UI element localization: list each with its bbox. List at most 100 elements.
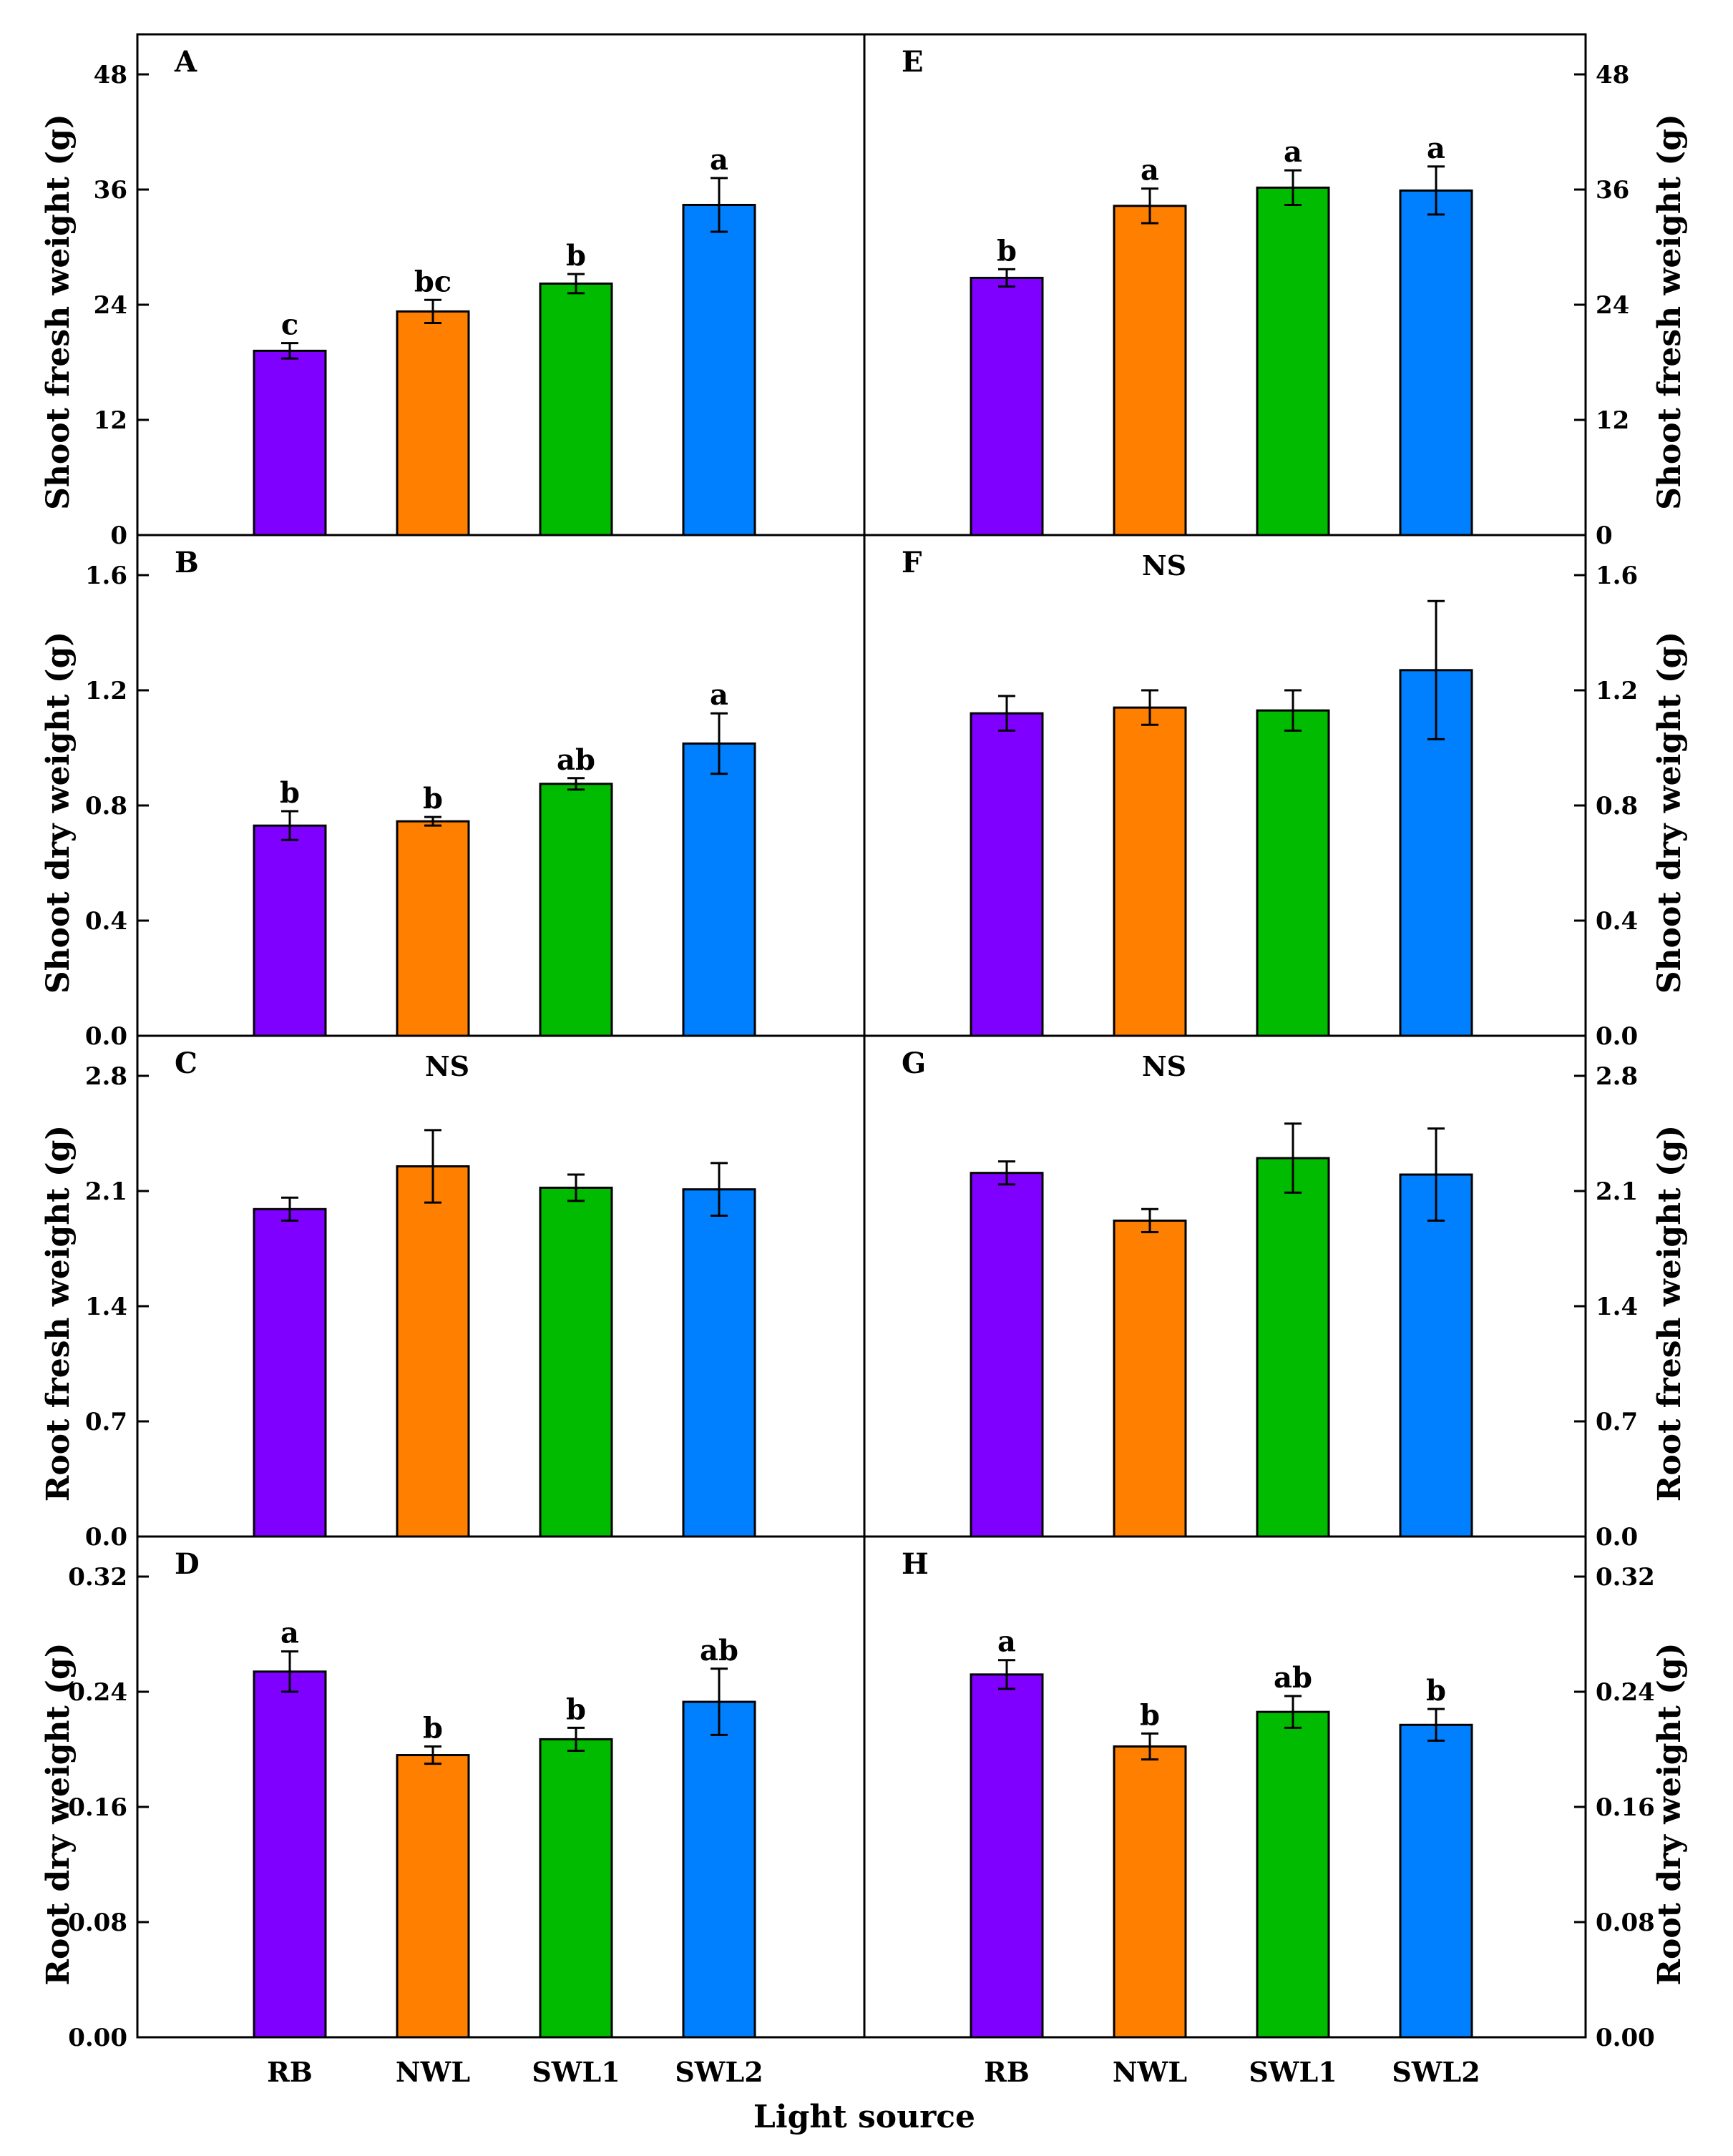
panel-b-error-bar-swl1 [567,777,585,791]
panel-c-error-bar-swl1 [567,1173,585,1202]
panel-b-error-bar-swl2 [711,712,728,775]
panel-g-ytick-label: 2.1 [1596,1177,1638,1206]
panel-e-error-bar-swl2 [1427,165,1445,216]
panel-h-y-axis-title: Root dry weight (g) [1651,1642,1688,1985]
panel-d-sig-letter-swl2: ab [700,1634,738,1667]
panel-e-sig-letter-rb: b [997,234,1017,268]
panel-b-error-bar-nwl [424,815,441,827]
panel-b-sig-letter-rb: b [280,776,300,810]
panel-a-bar-swl2 [682,203,756,536]
x-category-label-swl2-left: SWL2 [675,2056,763,2088]
panel-d-sig-letter-swl1: b [566,1692,586,1726]
x-category-label-swl2-right: SWL2 [1392,2056,1480,2088]
x-axis-title: Light source [753,2099,975,2135]
panel-c-ytick-label: 1.4 [85,1293,127,1321]
panel-f-error-bar-rb [998,695,1015,732]
panel-f-ytick-label: 1.6 [1596,562,1638,590]
panel-b-ytick-label: 0.8 [85,792,127,820]
panel-h-bar-rb [970,1673,1044,2039]
panel-g-bar-swl2 [1399,1173,1473,1538]
panel-a-error-bar-swl2 [711,177,728,233]
panel-e-y-axis-title: Shoot fresh weight (g) [1651,114,1688,510]
panel-d-bar-rb [253,1670,327,2039]
panel-f-ytick-label: 0.0 [1596,1022,1638,1051]
panel-d-bar-swl1 [539,1738,613,2039]
panel-a-sig-letter-swl2: a [710,143,728,177]
panel-c-bar-nwl [396,1165,470,1538]
panel-h-sig-letter-rb: a [997,1625,1016,1659]
panel-a-bar-swl1 [539,282,613,536]
panel-a-ytick-label: 36 [94,176,127,205]
panel-f-error-bar-swl2 [1427,599,1445,740]
x-category-label-rb-left: RB [267,2056,313,2088]
panel-f-ytick-label: 1.2 [1596,677,1638,705]
panel-b-ytick-label: 1.6 [85,562,127,590]
panel-a-error-bar-nwl [424,298,441,324]
panel-f-error-bar-nwl [1141,689,1158,726]
panel-f-ytick-label: 0.4 [1596,907,1638,936]
panel-a-bar-nwl [396,310,470,536]
panel-b-ytick-label: 1.2 [85,677,127,705]
panel-c-bar-rb [253,1207,327,1538]
panel-g-bar-nwl [1113,1219,1187,1538]
panel-d-ytick-label: 0.00 [68,2024,127,2052]
panel-a-ytick-label: 0 [110,521,127,550]
panel-a: A 0 12 24 36 48 Shoot fresh weight (g) c bc b a [40,45,756,550]
panel-b-bar-swl1 [539,783,613,1037]
panel-a-error-bar-swl1 [567,273,585,295]
panel-c-ytick-label: 2.8 [85,1062,127,1091]
x-category-label-swl1-left: SWL1 [532,2056,620,2088]
panel-c-letter: C [175,1047,197,1080]
panel-f-letter: F [902,546,922,579]
panel-c-ytick-label: 0.0 [85,1523,127,1552]
panel-d-ytick-label: 0.32 [68,1563,127,1592]
panel-a-bar-rb [253,349,327,536]
panel-a-ytick-label: 24 [94,291,127,320]
panel-d-letter: D [175,1547,200,1581]
panel-g-error-bar-rb [998,1160,1015,1186]
panel-b-error-bar-rb [281,810,298,841]
panel-g-ns-label: NS [1142,1050,1186,1082]
panel-g-bar-rb [970,1172,1044,1538]
panel-d-bar-swl2 [682,1700,756,2039]
panel-c-ns-label: NS [425,1050,469,1082]
panel-g-bar-swl1 [1256,1157,1330,1538]
panel-e-bar-swl1 [1256,186,1330,536]
panel-h-bar-nwl [1113,1745,1187,2039]
panel-b-bar-nwl [396,820,470,1037]
x-category-label-nwl-left: NWL [396,2056,470,2088]
panel-a-sig-letter-swl1: b [566,239,586,273]
panel-h-bar-swl2 [1399,1723,1473,2039]
panel-g-ytick-label: 1.4 [1596,1293,1638,1321]
panel-b-ytick-label: 0.0 [85,1022,127,1051]
panel-h-error-bar-swl1 [1284,1695,1302,1729]
panel-d-bar-nwl [396,1754,470,2039]
panel-a-ytick-label: 12 [94,406,127,435]
panel-a-sig-letter-nwl: bc [414,265,451,298]
panel-g-letter: G [902,1047,926,1080]
panel-g-ytick-label: 2.8 [1596,1062,1638,1091]
panel-h-ytick-label: 0.00 [1596,2024,1655,2052]
panel-h-ytick-label: 0.16 [1596,1793,1655,1822]
panel-h-ytick-label: 0.08 [1596,1908,1655,1937]
panel-d-error-bar-rb [281,1650,298,1693]
panel-h-sig-letter-swl1: ab [1274,1661,1312,1695]
panel-d-sig-letter-nwl: b [423,1711,443,1745]
panel-h-sig-letter-swl2: b [1426,1674,1446,1707]
panel-c-error-bar-nwl [424,1129,441,1204]
panel-h-ytick-label: 0.32 [1596,1563,1655,1592]
panel-b-ytick-label: 0.4 [85,907,127,936]
panel-h-error-bar-rb [998,1659,1015,1690]
panel-f-error-bar-swl1 [1284,689,1302,732]
x-category-label-nwl-right: NWL [1113,2056,1187,2088]
panel-g-ytick-label: 0.7 [1596,1408,1638,1436]
panel-f-ytick-label: 0.8 [1596,792,1638,820]
panel-b-sig-letter-nwl: b [423,782,443,815]
panel-f-bar-rb [970,712,1044,1037]
panel-c-bar-swl2 [682,1188,756,1538]
figure-frame [136,33,1587,2039]
panel-e-ytick-label: 24 [1596,291,1629,320]
panel-b-y-axis-title: Shoot dry weight (g) [40,632,77,994]
panel-e-ytick-label: 0 [1596,521,1613,550]
